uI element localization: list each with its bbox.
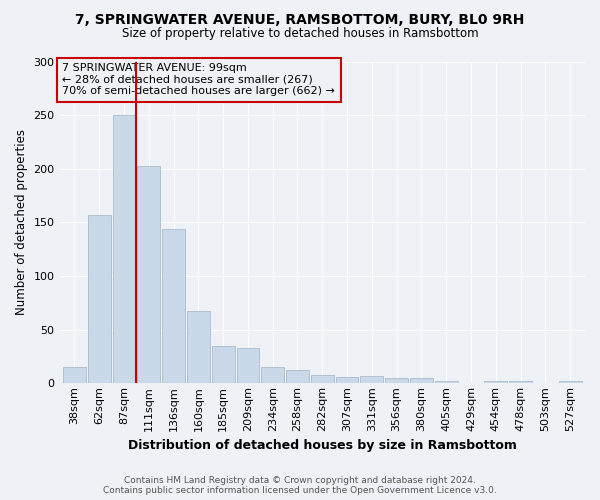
Bar bbox=[335, 377, 358, 384]
Bar bbox=[63, 367, 86, 384]
Bar bbox=[361, 376, 383, 384]
Bar bbox=[162, 229, 185, 384]
Bar bbox=[137, 166, 160, 384]
Text: Size of property relative to detached houses in Ramsbottom: Size of property relative to detached ho… bbox=[122, 28, 478, 40]
Bar bbox=[187, 312, 210, 384]
Bar bbox=[212, 346, 235, 384]
Bar bbox=[385, 378, 408, 384]
Bar bbox=[484, 381, 507, 384]
Bar bbox=[236, 348, 259, 384]
Text: 7 SPRINGWATER AVENUE: 99sqm
← 28% of detached houses are smaller (267)
70% of se: 7 SPRINGWATER AVENUE: 99sqm ← 28% of det… bbox=[62, 63, 335, 96]
Bar bbox=[88, 215, 110, 384]
Bar bbox=[410, 378, 433, 384]
Bar bbox=[113, 115, 136, 384]
Bar bbox=[261, 367, 284, 384]
Text: 7, SPRINGWATER AVENUE, RAMSBOTTOM, BURY, BL0 9RH: 7, SPRINGWATER AVENUE, RAMSBOTTOM, BURY,… bbox=[76, 12, 524, 26]
Bar bbox=[311, 374, 334, 384]
Bar bbox=[509, 381, 532, 384]
Bar bbox=[559, 381, 581, 384]
Bar bbox=[435, 381, 458, 384]
Bar bbox=[286, 370, 309, 384]
Text: Contains HM Land Registry data © Crown copyright and database right 2024.
Contai: Contains HM Land Registry data © Crown c… bbox=[103, 476, 497, 495]
X-axis label: Distribution of detached houses by size in Ramsbottom: Distribution of detached houses by size … bbox=[128, 440, 517, 452]
Y-axis label: Number of detached properties: Number of detached properties bbox=[15, 130, 28, 316]
